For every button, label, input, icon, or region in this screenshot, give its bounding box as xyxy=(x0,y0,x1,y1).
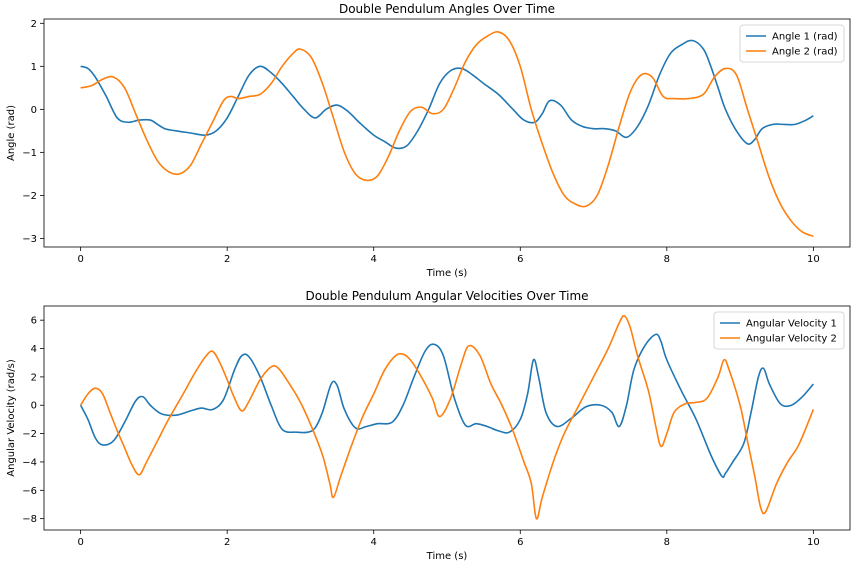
x-tick-label: 8 xyxy=(664,537,670,548)
x-tick-label: 4 xyxy=(371,254,377,265)
legend-box xyxy=(713,311,845,350)
series-line-2 xyxy=(79,315,815,520)
y-tick-label: 1 xyxy=(31,62,37,73)
legend-label: Angle 2 (rad) xyxy=(772,47,838,58)
y-tick-label: 2 xyxy=(31,19,37,30)
x-tick-label: 10 xyxy=(807,537,820,548)
y-tick-label: −2 xyxy=(22,429,37,440)
x-tick-label: 0 xyxy=(77,254,83,265)
x-tick-label: 2 xyxy=(224,537,230,548)
series-line-1 xyxy=(80,39,814,150)
y-tick-label: −6 xyxy=(22,486,37,497)
series-line-2 xyxy=(80,31,814,238)
x-tick-label: 6 xyxy=(517,254,523,265)
y-tick-label: 6 xyxy=(31,316,37,327)
subplot-1: 0 2 4 6 8 10 −3 −2 −1 0 1 2 Double Pendulum Angles O… xyxy=(6,2,851,279)
y-tick-label: 0 xyxy=(31,105,37,116)
y-tick-label: 4 xyxy=(31,344,37,355)
legend: Angle 1 (rad) Angle 2 (rad) xyxy=(739,24,845,63)
x-tick-label: 0 xyxy=(77,537,83,548)
y-tick-label: −3 xyxy=(22,234,37,245)
legend-label: Angular Velocity 1 xyxy=(746,319,837,330)
y-tick-label: −8 xyxy=(22,514,37,525)
y-tick-label: 0 xyxy=(31,401,37,412)
x-axis-label: Time (s) xyxy=(426,551,468,562)
y-axis-label: Angular Velocity (rad/s) xyxy=(6,359,17,477)
y-tick-label: −4 xyxy=(22,457,37,468)
chart-title: Double Pendulum Angles Over Time xyxy=(339,2,555,16)
x-tick-label: 10 xyxy=(807,254,820,265)
chart-title: Double Pendulum Angular Velocities Over … xyxy=(305,289,588,303)
subplot-2: 0 2 4 6 8 10 −8 −6 −4 −2 0 2 4 6 Double Pendulum Angul… xyxy=(6,289,851,562)
x-tick-label: 2 xyxy=(224,254,230,265)
series-line-1 xyxy=(79,333,814,479)
x-tick-label: 6 xyxy=(517,537,523,548)
legend-box xyxy=(739,24,845,63)
y-tick-label: 2 xyxy=(31,372,37,383)
legend: Angular Velocity 1 Angular Velocity 2 xyxy=(713,311,845,350)
x-tick-label: 4 xyxy=(371,537,377,548)
x-axis-label: Time (s) xyxy=(426,268,468,279)
axes-frame xyxy=(43,305,851,531)
legend-label: Angular Velocity 2 xyxy=(746,334,837,345)
axes-frame xyxy=(43,18,851,248)
y-tick-label: −1 xyxy=(22,148,37,159)
y-tick-label: −2 xyxy=(22,191,37,202)
x-tick-label: 8 xyxy=(664,254,670,265)
legend-label: Angle 1 (rad) xyxy=(772,32,838,43)
y-axis-label: Angle (rad) xyxy=(6,105,17,161)
